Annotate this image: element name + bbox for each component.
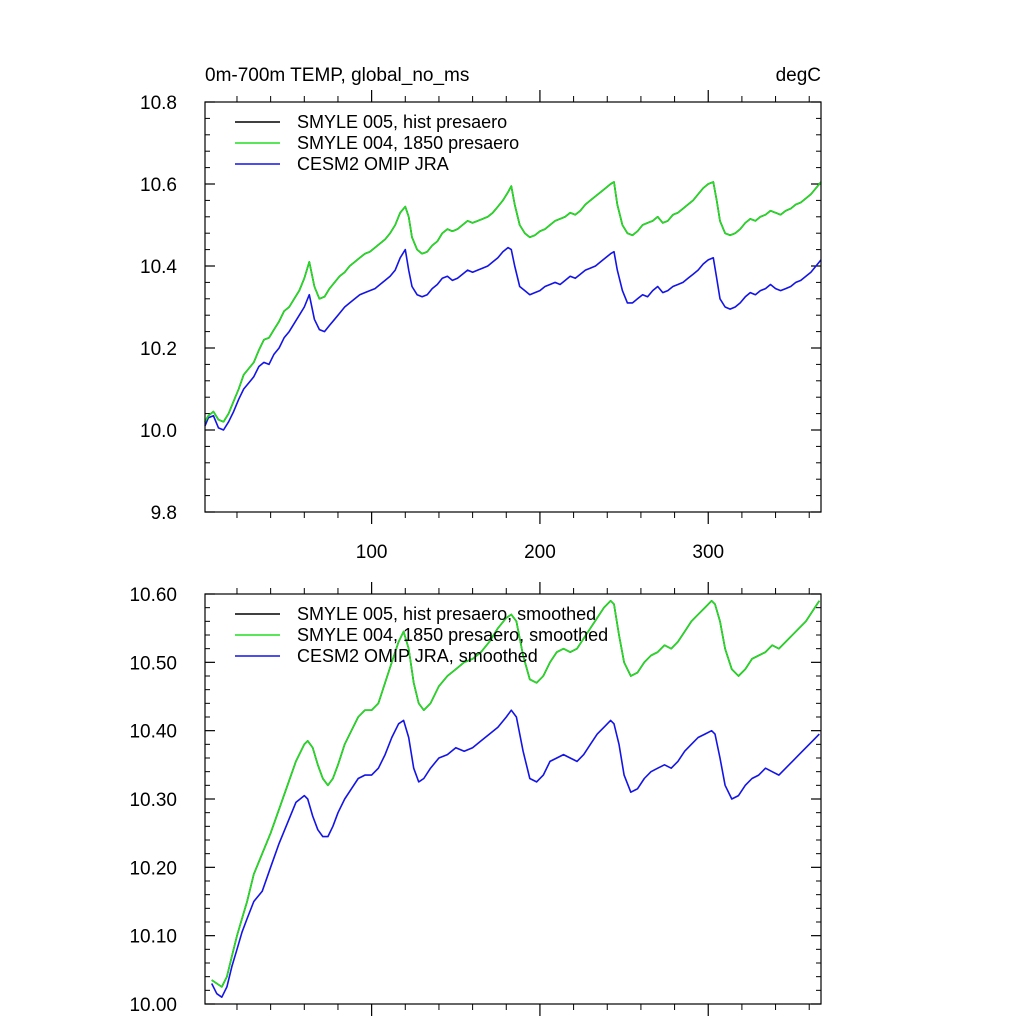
top-y-tick-label: 10.2 (140, 339, 177, 360)
top-series-line-0 (204, 181, 822, 423)
bottom-y-tick-label: 10.10 (129, 927, 177, 948)
bottom-legend-label: SMYLE 005, hist presaero, smoothed (297, 604, 596, 624)
bottom-legend-label: SMYLE 004, 1850 presaero, smoothed (297, 625, 608, 645)
bottom-panel-legend: SMYLE 005, hist presaero, smoothedSMYLE … (235, 604, 608, 666)
top-y-tick-label: 10.4 (140, 257, 177, 278)
bottom-panel-frame (204, 593, 822, 1005)
top-legend-label: CESM2 OMIP JRA (297, 154, 449, 174)
top-panel-units: degC (776, 65, 821, 86)
top-y-tick-label: 9.8 (151, 503, 177, 524)
bottom-panel-axes: 10.00 10.10 10.20 10.30 10.40 10.50 10.60 (129, 582, 821, 1016)
bottom-y-tick-label: 10.40 (129, 722, 177, 743)
bottom-y-tick-label: 10.30 (129, 790, 177, 811)
top-x-tick-label: 100 (356, 542, 388, 563)
bottom-y-tick-label: 10.50 (129, 653, 177, 674)
bottom-panel-series (210, 599, 820, 999)
top-x-tick-label: 300 (692, 542, 724, 563)
top-y-tick-label: 10.8 (140, 93, 177, 114)
top-legend-label: SMYLE 005, hist presaero (297, 112, 507, 132)
top-y-tick-label: 10.6 (140, 175, 177, 196)
top-y-tick-label: 10.0 (140, 421, 177, 442)
bottom-series-line-2 (210, 709, 820, 999)
top-legend-label: SMYLE 004, 1850 presaero (297, 133, 519, 153)
bottom-panel: 10.00 10.10 10.20 10.30 10.40 10.50 10.60 SMYL… (129, 582, 822, 1016)
top-panel: 0m-700m TEMP, global_no_ms degC 9.8 10.0 1… (140, 65, 822, 563)
top-panel-series (204, 181, 822, 431)
top-panel-axes: 9.8 10.0 10.2 10.4 10.6 10.8 100 200 300 (140, 90, 821, 563)
top-x-tick-label: 200 (524, 542, 556, 563)
top-panel-frame (204, 101, 822, 513)
bottom-legend-label: CESM2 OMIP JRA, smoothed (297, 646, 538, 666)
top-panel-title: 0m-700m TEMP, global_no_ms (205, 65, 469, 86)
top-series-line-2 (204, 246, 822, 431)
top-series-line-1 (204, 181, 822, 423)
bottom-series-line-1 (211, 599, 820, 988)
bottom-y-tick-label: 10.20 (129, 858, 177, 879)
bottom-y-tick-label: 10.00 (129, 995, 177, 1016)
bottom-y-tick-label: 10.60 (129, 585, 177, 606)
